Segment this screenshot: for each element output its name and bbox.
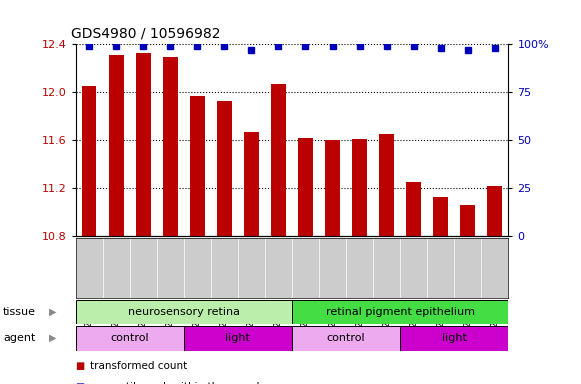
Text: light: light (225, 333, 250, 343)
Text: percentile rank within the sample: percentile rank within the sample (90, 382, 266, 384)
Text: control: control (110, 333, 149, 343)
Text: light: light (442, 333, 467, 343)
Bar (292, 326, 400, 351)
Bar (460, 205, 475, 236)
Bar (325, 140, 340, 236)
Bar (109, 55, 124, 236)
Text: ■: ■ (76, 382, 85, 384)
Text: retinal pigment epithelium: retinal pigment epithelium (326, 307, 475, 317)
Bar (352, 139, 367, 236)
Bar (433, 197, 448, 236)
Text: neurosensory retina: neurosensory retina (128, 307, 240, 317)
Bar (244, 132, 259, 236)
Bar (76, 300, 292, 324)
Bar (400, 326, 508, 351)
Bar (217, 101, 232, 236)
Text: GDS4980 / 10596982: GDS4980 / 10596982 (71, 26, 221, 40)
Text: tissue: tissue (3, 307, 36, 317)
Bar (184, 326, 292, 351)
Text: ■: ■ (76, 361, 85, 371)
Bar (136, 53, 150, 236)
Bar (190, 96, 205, 236)
Bar (487, 186, 503, 236)
Text: ▶: ▶ (49, 333, 57, 343)
Bar (406, 182, 421, 236)
Text: agent: agent (3, 333, 35, 343)
Bar (163, 57, 178, 236)
Bar (271, 84, 286, 236)
Text: control: control (327, 333, 365, 343)
Bar (292, 300, 508, 324)
Bar (298, 138, 313, 236)
Bar (76, 326, 184, 351)
Bar (379, 134, 394, 236)
Bar (81, 86, 96, 236)
Text: ▶: ▶ (49, 307, 57, 317)
Text: transformed count: transformed count (90, 361, 187, 371)
